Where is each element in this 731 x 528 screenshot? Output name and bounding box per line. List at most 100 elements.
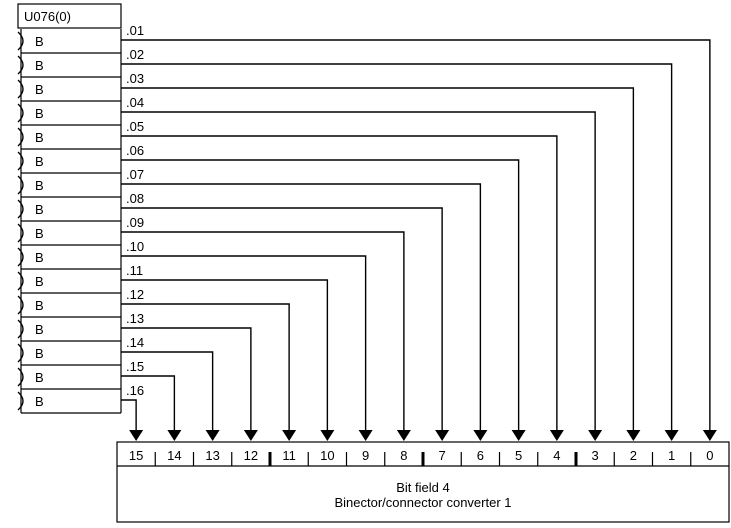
converter-block: 15 14 13 12 11 10 9 8 7 6 5 4 3 2 1 0 Bit field 4 Binec…: [116, 441, 730, 523]
index-label-3: .03: [126, 71, 144, 86]
parameter-name: U076(0): [24, 9, 71, 24]
index-label-16: .16: [126, 383, 144, 398]
signal-wire-15: [121, 375, 176, 430]
bit-label-1: 1: [668, 448, 675, 463]
signal-wire-16: [121, 399, 137, 430]
arrow-down-icon: [205, 430, 220, 441]
arrow-down-icon: [626, 430, 641, 441]
connector-type-label: B: [35, 298, 44, 313]
connector-symbol-icon: [17, 367, 24, 387]
connector-type-label: B: [35, 202, 44, 217]
connector-type-label: B: [35, 82, 44, 97]
connector-symbol-icon: [17, 31, 24, 51]
arrow-down-icon: [664, 430, 679, 441]
index-label-5: .05: [126, 119, 144, 134]
arrow-down-icon: [396, 430, 411, 441]
bit-labels: 15 14 13 12 11 10 9 8 7 6 5 4 3 2 1 0: [129, 448, 714, 463]
connector-symbol-icon: [17, 343, 24, 363]
index-label-4: .04: [126, 95, 144, 110]
index-label-15: .15: [126, 359, 144, 374]
connector-type-label: B: [35, 346, 44, 361]
connector-symbol-icon: [17, 103, 24, 123]
index-label-11: .11: [126, 263, 143, 278]
connector-column: B .01 B .02 B .03 B .04 B .05 B .06 B .07 B .08 B .09 B .10…: [17, 23, 144, 414]
bit-label-0: 0: [706, 448, 713, 463]
connector-type-label: B: [35, 250, 44, 265]
connector-type-label: B: [35, 130, 44, 145]
signal-wire-11: [121, 279, 329, 430]
arrow-down-icon: [358, 430, 373, 441]
connector-symbol-icon: [17, 127, 24, 147]
arrow-down-icon: [435, 430, 450, 441]
connector-type-label: B: [35, 106, 44, 121]
bit-label-10: 10: [320, 448, 334, 463]
connector-type-label: B: [35, 394, 44, 409]
signal-wire-06: [121, 159, 520, 430]
connector-symbol-icon: [17, 391, 24, 411]
connector-type-label: B: [35, 34, 44, 49]
index-label-6: .06: [126, 143, 144, 158]
index-label-1: .01: [126, 23, 144, 38]
arrow-down-icon: [588, 430, 603, 441]
parameter-header: U076(0): [17, 3, 122, 29]
parameter-header-box: [17, 3, 122, 29]
arrow-down-icon: [129, 430, 144, 441]
arrow-down-icon: [511, 430, 526, 441]
bit-label-8: 8: [400, 448, 407, 463]
bit-label-14: 14: [167, 448, 181, 463]
index-label-10: .10: [126, 239, 144, 254]
bit-label-7: 7: [439, 448, 446, 463]
signal-wire-09: [121, 231, 405, 430]
index-label-13: .13: [126, 311, 144, 326]
connector-type-label: B: [35, 274, 44, 289]
index-label-9: .09: [126, 215, 144, 230]
signal-wire-12: [121, 303, 290, 430]
connector-symbol-icon: [17, 271, 24, 291]
bit-label-11: 11: [282, 448, 296, 463]
bit-label-3: 3: [592, 448, 599, 463]
arrow-down-icon: [473, 430, 488, 441]
signal-wire-02: [121, 63, 673, 430]
signal-wire-05: [121, 135, 558, 430]
bit-separators: [154, 452, 692, 466]
arrow-down-icon: [282, 430, 297, 441]
connector-symbol-icon: [17, 319, 24, 339]
index-label-8: .08: [126, 191, 144, 206]
signal-wire-04: [121, 111, 596, 430]
signal-wire-08: [121, 207, 443, 430]
bit-label-6: 6: [477, 448, 484, 463]
signal-wire-03: [121, 87, 635, 430]
block-subtitle: Binector/connector converter 1: [334, 495, 511, 510]
connector-symbol-icon: [17, 223, 24, 243]
arrow-down-icon: [243, 430, 258, 441]
signal-wire-07: [121, 183, 482, 430]
index-label-2: .02: [126, 47, 144, 62]
bit-label-5: 5: [515, 448, 522, 463]
connector-type-label: B: [35, 58, 44, 73]
index-label-7: .07: [126, 167, 144, 182]
index-label-12: .12: [126, 287, 144, 302]
signal-wire-13: [121, 327, 252, 430]
bit-label-13: 13: [205, 448, 219, 463]
arrow-down-icon: [320, 430, 335, 441]
connector-type-label: B: [35, 154, 44, 169]
bit-label-4: 4: [553, 448, 560, 463]
connector-symbol-icon: [17, 295, 24, 315]
signal-wire-10: [121, 255, 367, 430]
connector-symbol-icon: [17, 199, 24, 219]
signal-wire-01: [121, 39, 711, 430]
connector-symbol-icon: [17, 79, 24, 99]
bit-label-9: 9: [362, 448, 369, 463]
index-label-14: .14: [126, 335, 144, 350]
arrow-down-icon: [702, 430, 717, 441]
connector-symbol-icon: [17, 55, 24, 75]
connector-symbol-icon: [17, 247, 24, 267]
block-title: Bit field 4: [396, 480, 449, 495]
signal-wire-14: [121, 351, 214, 430]
bit-label-12: 12: [244, 448, 258, 463]
arrow-down-icon: [167, 430, 182, 441]
connector-symbol-icon: [17, 175, 24, 195]
connector-symbol-icon: [17, 151, 24, 171]
connector-type-label: B: [35, 322, 44, 337]
